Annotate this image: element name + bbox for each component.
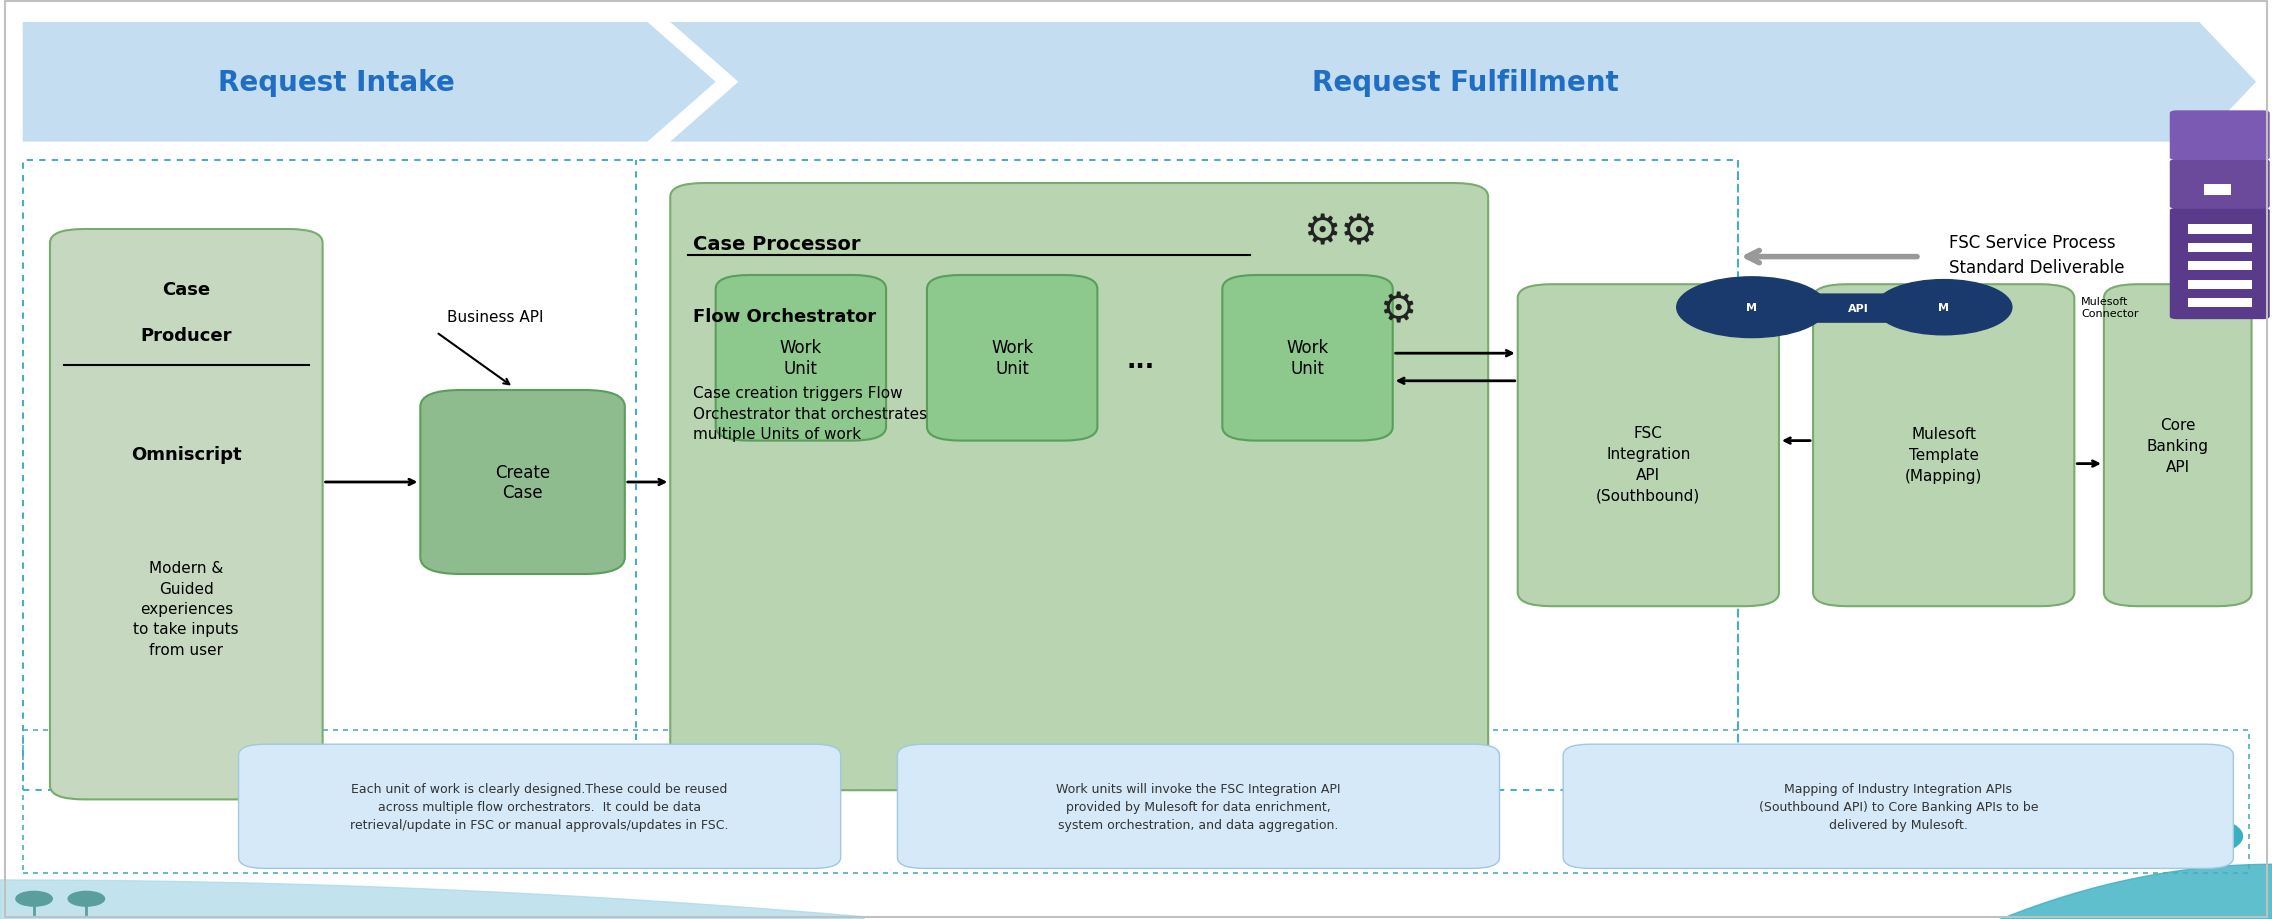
Text: Case: Case [161, 280, 211, 299]
Text: Work
Unit: Work Unit [779, 339, 822, 378]
Bar [23, 161, 1738, 790]
Circle shape [1677, 278, 1827, 338]
Text: Case creation triggers Flow
Orchestrator that orchestrates
multiple Units of wor: Case creation triggers Flow Orchestrator… [693, 386, 927, 442]
Text: Modern &
Guided
experiences
to take inputs
from user: Modern & Guided experiences to take inpu… [134, 561, 239, 657]
Circle shape [1877, 280, 2013, 335]
Circle shape [68, 891, 105, 906]
Circle shape [2142, 816, 2242, 857]
Text: Mapping of Industry Integration APIs
(Southbound API) to Core Banking APIs to be: Mapping of Industry Integration APIs (So… [1759, 782, 2038, 831]
Text: Each unit of work is clearly designed.These could be reused
across multiple flow: Each unit of work is clearly designed.Th… [350, 782, 729, 831]
Text: M: M [1747, 303, 1756, 312]
FancyBboxPatch shape [420, 391, 625, 574]
FancyBboxPatch shape [2170, 160, 2270, 210]
Text: Mulesoft
Template
(Mapping): Mulesoft Template (Mapping) [1904, 426, 1983, 483]
Text: Create
Case: Create Case [495, 463, 550, 502]
Text: FSC Service Process
Standard Deliverable: FSC Service Process Standard Deliverable [1949, 234, 2124, 277]
Text: Case Processor: Case Processor [693, 234, 861, 254]
FancyBboxPatch shape [2170, 111, 2270, 161]
Circle shape [16, 891, 52, 906]
Text: Request Intake: Request Intake [218, 69, 454, 96]
Bar [2204, 185, 2231, 196]
Bar [2188, 262, 2252, 271]
FancyBboxPatch shape [2170, 209, 2270, 320]
Text: ⚙: ⚙ [1379, 289, 1415, 332]
FancyBboxPatch shape [1563, 744, 2233, 868]
FancyBboxPatch shape [897, 744, 1500, 868]
Text: ⚙⚙: ⚙⚙ [1304, 211, 1377, 254]
FancyBboxPatch shape [716, 276, 886, 441]
FancyBboxPatch shape [927, 276, 1097, 441]
Text: Mulesoft
Connector: Mulesoft Connector [2081, 297, 2138, 319]
FancyBboxPatch shape [1811, 294, 1906, 323]
Text: Producer: Producer [141, 326, 232, 345]
Text: Omniscript: Omniscript [132, 446, 241, 464]
Text: Core
Banking
API: Core Banking API [2147, 417, 2208, 474]
Bar [23, 731, 2249, 873]
Text: Work
Unit: Work Unit [1286, 339, 1329, 378]
FancyBboxPatch shape [50, 230, 323, 800]
Bar [2188, 280, 2252, 289]
Text: M: M [1938, 303, 1949, 312]
Bar [2188, 225, 2252, 234]
Text: ...: ... [1127, 348, 1154, 372]
Text: Work
Unit: Work Unit [991, 339, 1034, 378]
Circle shape [2052, 797, 2120, 824]
Polygon shape [23, 23, 716, 142]
Text: Work units will invoke the FSC Integration API
provided by Mulesoft for data enr: Work units will invoke the FSC Integrati… [1056, 782, 1340, 831]
FancyBboxPatch shape [1813, 285, 2074, 607]
FancyBboxPatch shape [670, 184, 1488, 790]
FancyBboxPatch shape [2104, 285, 2252, 607]
FancyBboxPatch shape [1518, 285, 1779, 607]
FancyBboxPatch shape [239, 744, 841, 868]
Text: FSC
Integration
API
(Southbound): FSC Integration API (Southbound) [1597, 425, 1699, 503]
Bar [2188, 244, 2252, 253]
Text: API: API [1847, 304, 1870, 313]
Text: Flow Orchestrator: Flow Orchestrator [693, 308, 877, 326]
Bar [2188, 299, 2252, 308]
Polygon shape [670, 23, 2256, 142]
FancyBboxPatch shape [1222, 276, 1393, 441]
Text: Request Fulfillment: Request Fulfillment [1311, 69, 1620, 96]
Text: Business API: Business API [448, 310, 543, 324]
